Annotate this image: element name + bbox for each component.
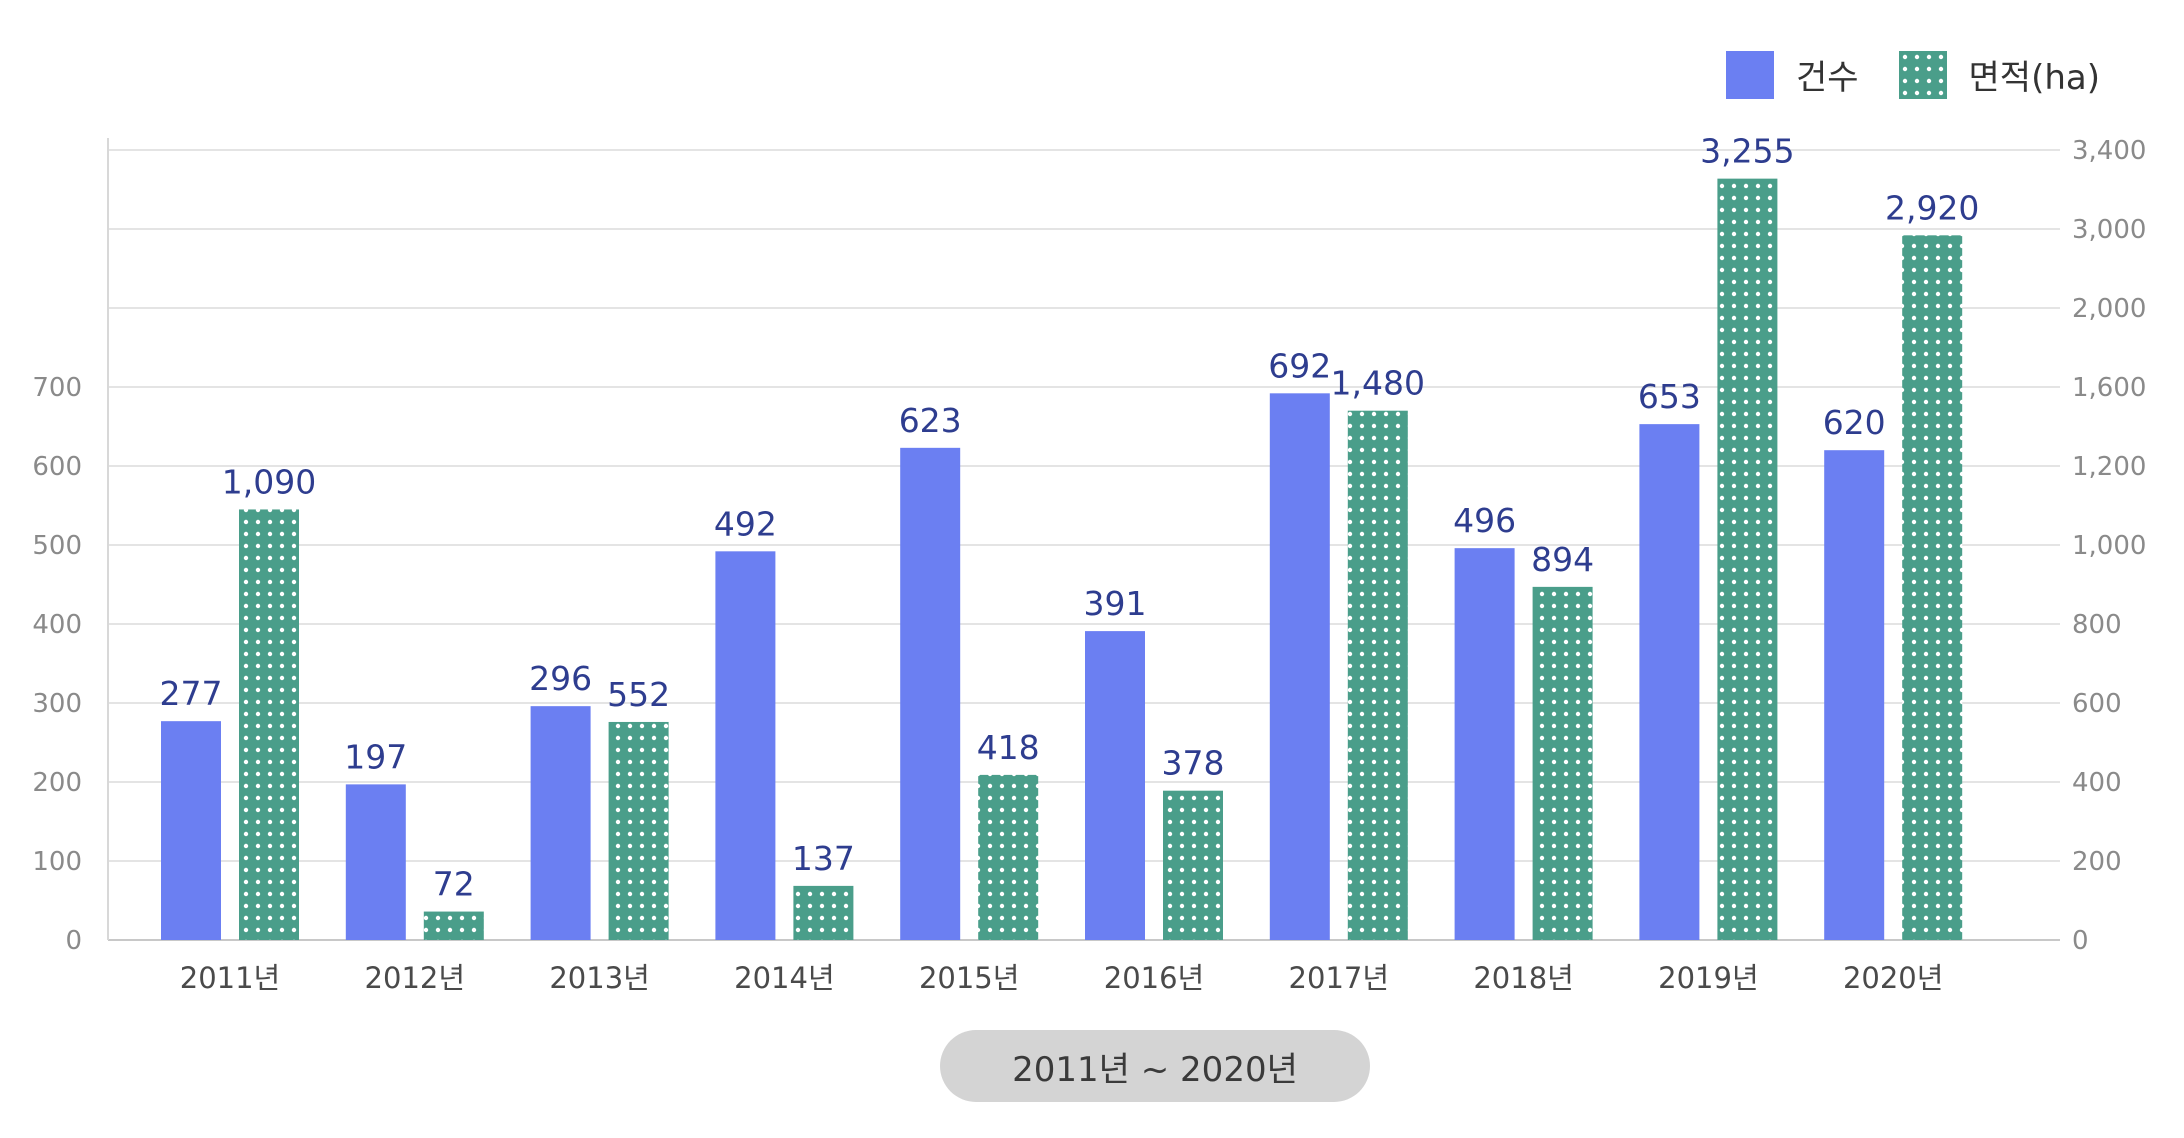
right-tick-label: 1,200 xyxy=(2072,452,2146,482)
bars xyxy=(161,178,1963,940)
left-tick-label: 200 xyxy=(32,768,82,798)
right-tick-label: 600 xyxy=(2072,689,2122,719)
data-labels: 277 1,090 197 72 296 552 492 137 623 418 391 378 692… xyxy=(160,132,1980,904)
bar-count xyxy=(900,447,961,940)
data-label-area: 1,480 xyxy=(1331,364,1425,403)
bar-count xyxy=(1824,450,1885,940)
right-tick-label: 2,000 xyxy=(2072,294,2146,324)
data-label-area: 2,920 xyxy=(1885,188,1979,227)
data-label-area: 137 xyxy=(792,839,855,878)
data-label-area: 552 xyxy=(607,675,670,714)
category-label: 2012년 xyxy=(365,961,465,995)
bar-count xyxy=(530,706,591,940)
bar-area xyxy=(1347,410,1408,940)
left-tick-label: 500 xyxy=(32,531,82,561)
right-tick-label: 200 xyxy=(2072,847,2122,877)
bar-area xyxy=(1532,586,1593,940)
bar-count xyxy=(1269,393,1330,940)
category-label: 2017년 xyxy=(1289,961,1389,995)
bar-area xyxy=(1902,235,1963,940)
category-labels: 2011년 2012년 2013년 2014년 2015년 2016년 2017년 2018년… xyxy=(180,961,1944,995)
category-label: 2018년 xyxy=(1473,961,1573,995)
right-tick-label: 3,000 xyxy=(2072,215,2146,245)
data-label-count: 492 xyxy=(714,504,777,543)
legend-swatch-area xyxy=(1898,50,1947,99)
data-label-count: 620 xyxy=(1823,403,1886,442)
data-label-area: 418 xyxy=(977,728,1040,767)
left-tick-label: 400 xyxy=(32,610,82,640)
category-label: 2014년 xyxy=(734,961,834,995)
left-tick-label: 300 xyxy=(32,689,82,719)
bar-area xyxy=(608,721,669,940)
data-label-area: 378 xyxy=(1162,744,1225,783)
left-tick-label: 700 xyxy=(32,373,82,403)
bar-count xyxy=(1639,424,1700,940)
legend-label-count: 건수 xyxy=(1795,58,1859,98)
legend-item-area: 면적(ha) xyxy=(1898,50,2100,99)
right-tick-label: 400 xyxy=(2072,768,2122,798)
left-tick-label: 100 xyxy=(32,847,82,877)
data-label-count: 623 xyxy=(899,401,962,440)
data-label-count: 277 xyxy=(160,674,223,713)
category-label: 2016년 xyxy=(1104,961,1204,995)
data-label-count: 391 xyxy=(1084,584,1147,623)
data-label-area: 72 xyxy=(433,865,475,904)
category-label: 2019년 xyxy=(1658,961,1758,995)
bar-area xyxy=(793,885,854,940)
bar-area xyxy=(978,774,1039,940)
data-label-count: 197 xyxy=(344,737,407,776)
bar-area xyxy=(1717,178,1778,940)
data-label-count: 296 xyxy=(529,659,592,698)
right-tick-label: 3,400 xyxy=(2072,136,2146,166)
category-label: 2015년 xyxy=(919,961,1019,995)
left-tick-label: 0 xyxy=(65,926,82,956)
legend-item-count: 건수 xyxy=(1725,50,1859,99)
legend-label-area: 면적(ha) xyxy=(1968,58,2100,98)
right-tick-label: 1,000 xyxy=(2072,531,2146,561)
data-label-area: 1,090 xyxy=(222,462,316,501)
data-label-area: 3,255 xyxy=(1700,132,1794,171)
bar-area xyxy=(423,911,484,940)
data-label-count: 692 xyxy=(1268,346,1331,385)
bar-count xyxy=(161,721,221,940)
category-label: 2013년 xyxy=(549,961,649,995)
legend-swatch-count xyxy=(1725,50,1774,99)
bar-area xyxy=(239,509,299,940)
right-tick-label: 0 xyxy=(2072,926,2089,956)
bar-count xyxy=(1454,548,1515,940)
bar-count xyxy=(715,551,776,940)
date-range-pill: 2011년 ~ 2020년 xyxy=(940,1030,1370,1102)
bar-count xyxy=(1085,631,1145,940)
right-tick-label: 800 xyxy=(2072,610,2122,640)
left-tick-label: 600 xyxy=(32,452,82,482)
bar-area xyxy=(1163,790,1223,940)
legend: 건수 면적(ha) xyxy=(1686,50,2100,99)
category-label: 2011년 xyxy=(180,961,280,995)
data-label-count: 653 xyxy=(1638,377,1701,416)
left-axis: 0 100 200 300 400 500 600 700 xyxy=(32,373,82,956)
category-label: 2020년 xyxy=(1843,961,1943,995)
right-axis: 0 200 400 600 800 1,000 1,200 1,600 2,000 3,000 3,… xyxy=(2072,136,2146,956)
bar-count xyxy=(345,784,406,940)
data-label-count: 496 xyxy=(1453,501,1516,540)
data-label-area: 894 xyxy=(1531,540,1594,579)
right-tick-label: 1,600 xyxy=(2072,373,2146,403)
